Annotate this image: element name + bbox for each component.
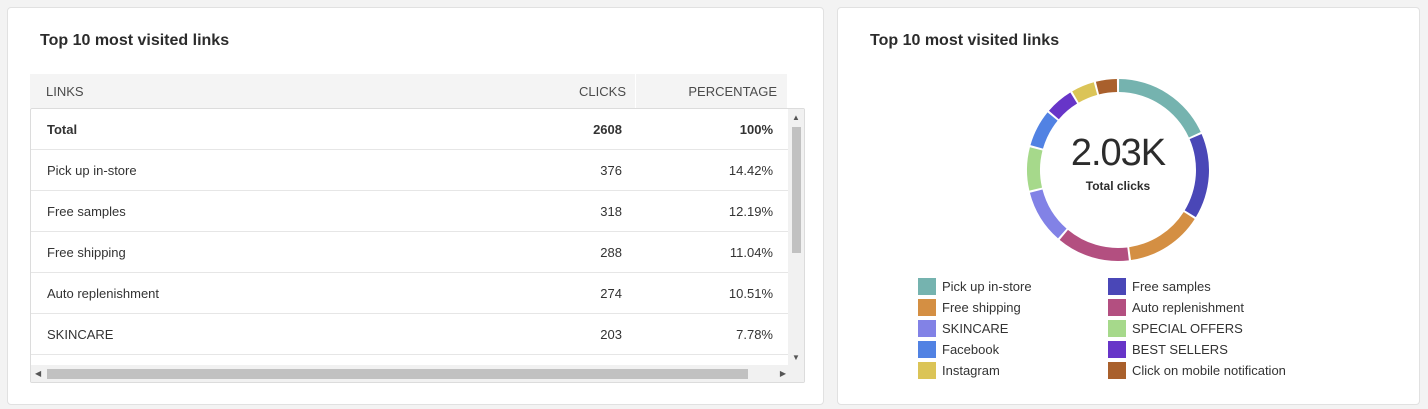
legend-label: SKINCARE <box>942 321 1009 336</box>
cell-percentage: 100% <box>739 122 773 137</box>
donut-slice-best-sellers[interactable] <box>1048 92 1078 120</box>
cell-clicks: 288 <box>600 245 622 260</box>
cell-percentage: 14.42% <box>728 163 773 178</box>
legend-swatch <box>1108 278 1126 295</box>
vertical-scrollbar[interactable]: ▲ ▼ <box>788 109 804 366</box>
cell-percentage: 10.51% <box>728 286 773 301</box>
total-clicks-label: Total clicks <box>1085 179 1151 193</box>
scroll-left-icon[interactable]: ◀ <box>35 369 42 378</box>
horizontal-scroll-thumb[interactable] <box>47 369 748 379</box>
scroll-right-icon[interactable]: ▶ <box>779 369 786 378</box>
table-rows: Total 2608 100% Pick up in-store 376 14.… <box>31 109 790 366</box>
chart-card-title: Top 10 most visited links <box>870 32 1060 49</box>
donut-chart <box>1027 79 1209 261</box>
legend-swatch <box>918 341 936 358</box>
table-body: Total 2608 100% Pick up in-store 376 14.… <box>30 108 805 383</box>
legend-label: Click on mobile notification <box>1132 363 1286 378</box>
table-row: Free samples 318 12.19% <box>31 191 790 232</box>
legend-label: Auto replenishment <box>1132 300 1245 315</box>
legend-swatch <box>918 320 936 337</box>
legend-swatch <box>1108 320 1126 337</box>
legend-label: SPECIAL OFFERS <box>1132 321 1243 336</box>
donut-slice-pick-up-in-store[interactable] <box>1118 79 1201 138</box>
column-header-links[interactable]: LINKS <box>46 84 84 99</box>
legend-swatch <box>1108 341 1126 358</box>
legend-label: Free samples <box>1132 279 1211 294</box>
cell-link: Free shipping <box>47 245 126 260</box>
donut-slice-free-shipping[interactable] <box>1129 211 1195 261</box>
chart-card: Top 10 most visited links 2.03K Total cl… <box>837 7 1420 405</box>
legend-swatch <box>918 299 936 316</box>
table-row: Free shipping 288 11.04% <box>31 232 790 273</box>
donut-slice-free-samples[interactable] <box>1184 134 1209 218</box>
table-row: SKINCARE 203 7.78% <box>31 314 790 355</box>
scroll-down-icon[interactable]: ▼ <box>792 353 800 362</box>
legend-swatch <box>918 362 936 379</box>
cell-clicks: 274 <box>600 286 622 301</box>
donut-slice-skincare[interactable] <box>1029 189 1067 239</box>
cell-clicks: 2608 <box>593 122 622 137</box>
legend-swatch <box>918 278 936 295</box>
table-row: Pick up in-store 376 14.42% <box>31 150 790 191</box>
column-header-percentage[interactable]: PERCENTAGE <box>688 84 777 99</box>
horizontal-scrollbar[interactable]: ◀ ▶ <box>31 365 804 382</box>
cell-clicks: 376 <box>600 163 622 178</box>
table-card: Top 10 most visited links LINKS CLICKS P… <box>7 7 824 405</box>
table-row: Auto replenishment 274 10.51% <box>31 273 790 314</box>
donut-slice-click-on-mobile-notification[interactable] <box>1095 79 1118 95</box>
legend-swatch <box>1108 299 1126 316</box>
cell-link: SKINCARE <box>47 327 114 342</box>
cell-link: Free samples <box>47 204 126 219</box>
donut-slice-instagram[interactable] <box>1072 82 1098 103</box>
cell-clicks: 203 <box>600 327 622 342</box>
total-clicks-value: 2.03K <box>1070 132 1166 174</box>
scroll-up-icon[interactable]: ▲ <box>792 113 800 122</box>
table-header: LINKS CLICKS PERCENTAGE <box>30 74 787 108</box>
cell-percentage: 7.78% <box>736 327 773 342</box>
table-row-total: Total 2608 100% <box>31 109 790 150</box>
cell-percentage: 11.04% <box>729 245 773 260</box>
cell-clicks: 318 <box>600 204 622 219</box>
legend-label: Facebook <box>942 342 1000 357</box>
legend-label: BEST SELLERS <box>1132 342 1228 357</box>
legend-label: Instagram <box>942 363 1000 378</box>
cell-link: Pick up in-store <box>47 163 137 178</box>
column-divider <box>635 74 636 108</box>
cell-link: Auto replenishment <box>47 286 160 301</box>
vertical-scroll-thumb[interactable] <box>792 127 801 253</box>
legend-label: Pick up in-store <box>942 279 1032 294</box>
cell-link: Total <box>47 122 78 137</box>
column-header-clicks[interactable]: CLICKS <box>579 84 626 99</box>
legend-label: Free shipping <box>942 300 1021 315</box>
donut-slice-special-offers[interactable] <box>1027 147 1043 191</box>
donut-slice-auto-replenishment[interactable] <box>1059 229 1129 261</box>
cell-percentage: 12.19% <box>728 204 773 219</box>
donut-slice-facebook[interactable] <box>1030 112 1058 149</box>
table-card-title: Top 10 most visited links <box>40 32 230 49</box>
legend-swatch <box>1108 362 1126 379</box>
